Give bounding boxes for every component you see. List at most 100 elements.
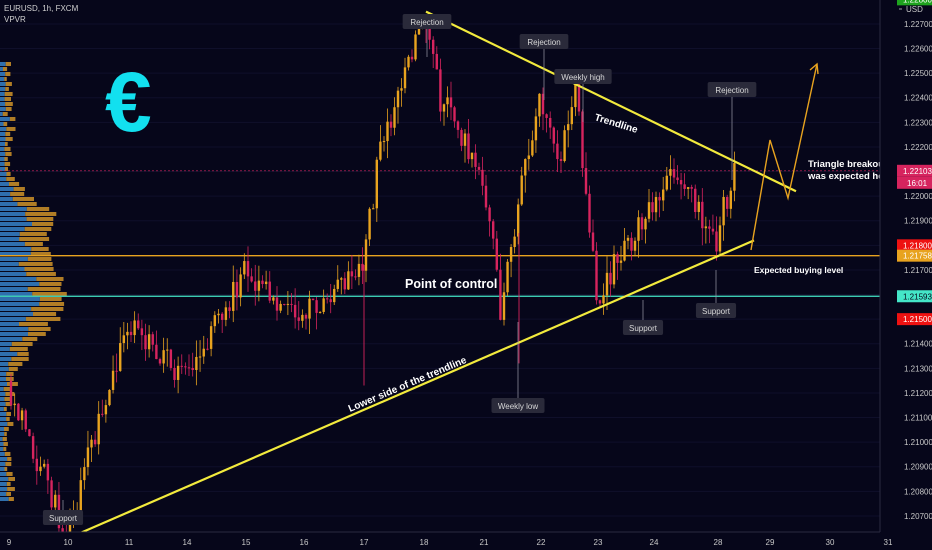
candle-body <box>115 370 118 372</box>
price-tags: 1.22800 1.21800 1.21500 1.21758 1.21593 1.221… <box>897 0 932 326</box>
volume-bar-buy <box>0 132 6 136</box>
candle-body <box>726 196 729 209</box>
candle-body <box>623 240 626 261</box>
lower-trendline-label: Lower side of the trendline <box>347 355 469 415</box>
candle-body <box>347 271 350 290</box>
candle-body <box>217 313 220 316</box>
candle-body <box>708 226 711 229</box>
candle-body <box>467 133 470 160</box>
volume-bar-sell <box>7 487 15 491</box>
volume-bar-sell <box>18 262 53 266</box>
candle-body <box>446 97 449 105</box>
price-tick-label: 1.20800 <box>904 487 932 496</box>
candle-body <box>325 298 329 300</box>
candle-body <box>679 180 683 185</box>
volume-bar-buy <box>0 262 19 266</box>
volume-bar-buy <box>0 82 6 86</box>
volume-bar-sell <box>6 377 14 381</box>
candle-body <box>481 169 484 186</box>
callout-sup2: Support <box>629 324 658 333</box>
candle-body <box>144 335 147 350</box>
candle-body <box>647 202 651 219</box>
volume-bar-sell <box>39 302 65 306</box>
volume-bar-sell <box>4 397 12 401</box>
volume-bar-buy <box>0 397 5 401</box>
candle-body <box>492 221 495 239</box>
candle-body <box>701 201 704 229</box>
volume-bar-sell <box>13 187 25 191</box>
candle-body <box>403 67 407 89</box>
red-zone-bottom-tag: 1.21500 <box>903 315 932 324</box>
volume-bar-sell <box>3 447 7 451</box>
volume-bar-sell <box>5 462 12 466</box>
candle-body <box>35 458 39 472</box>
volume-bar-sell <box>6 372 14 376</box>
candle-body <box>364 239 368 271</box>
volume-bar-buy <box>0 297 40 301</box>
candle-body <box>534 116 538 141</box>
volume-bar-sell <box>8 497 14 501</box>
candle-body <box>46 463 50 481</box>
current-price-tag-bg <box>897 164 932 177</box>
candle-body <box>609 272 612 285</box>
candle-body <box>456 121 460 130</box>
candle-body <box>206 348 209 350</box>
volume-bar-buy <box>0 227 25 231</box>
candle-body <box>644 218 647 230</box>
candle-body <box>531 140 534 156</box>
candle-body <box>640 217 644 230</box>
volume-bar-buy <box>0 367 9 371</box>
volume-bar-buy <box>0 137 6 141</box>
volume-bar-sell <box>7 382 18 386</box>
volume-bar-sell <box>4 452 11 456</box>
volume-bar-sell <box>4 77 7 81</box>
candle-body <box>520 175 523 205</box>
candle-body <box>584 168 588 194</box>
candle-body <box>191 367 194 370</box>
candle-body <box>665 175 668 190</box>
candle-body <box>658 197 661 201</box>
candle-body <box>393 107 396 128</box>
volume-bar-buy <box>0 292 33 296</box>
candle-body <box>616 254 619 263</box>
volume-bar-buy <box>0 497 9 501</box>
candle-body <box>137 320 140 329</box>
countdown-label: 16:01 <box>907 179 928 188</box>
volume-bar-sell <box>36 277 64 281</box>
candle-body <box>42 463 46 467</box>
price-tick-label: 1.22300 <box>904 118 932 127</box>
upper-trendline <box>425 10 797 193</box>
volume-bar-sell <box>3 122 8 126</box>
callout-rej2: Rejection <box>527 38 560 47</box>
candle-body <box>407 56 410 68</box>
volume-bar-buy <box>0 162 5 166</box>
projection-arrowhead <box>809 62 819 75</box>
candle-body <box>570 107 573 125</box>
candle-body <box>158 359 162 364</box>
candle-body <box>502 292 506 320</box>
candle-body <box>432 39 435 54</box>
time-tick-label: 23 <box>594 538 603 547</box>
candle-body <box>147 334 151 350</box>
red-zone-top-tag: 1.21800 <box>903 241 932 250</box>
candle-body <box>315 300 318 313</box>
volume-bar-buy <box>0 202 18 206</box>
candle-body <box>17 403 20 421</box>
volume-bar-sell <box>8 362 23 366</box>
volume-bar-buy <box>0 347 10 351</box>
volume-bar-sell <box>2 112 8 116</box>
candle-body <box>39 466 42 472</box>
volume-bar-buy <box>0 327 29 331</box>
candle-body <box>254 281 257 291</box>
candle-body <box>333 288 336 303</box>
volume-bar-buy <box>0 102 6 106</box>
volume-bar-sell <box>5 167 8 171</box>
trendline-label: Trendline <box>593 112 639 136</box>
buying-level-label: Expected buying level <box>754 265 843 275</box>
volume-bar-sell <box>4 432 7 436</box>
candle-body <box>669 169 672 176</box>
candle-body <box>162 350 165 364</box>
candle-body <box>382 141 386 143</box>
volume-bar-buy <box>0 257 28 261</box>
